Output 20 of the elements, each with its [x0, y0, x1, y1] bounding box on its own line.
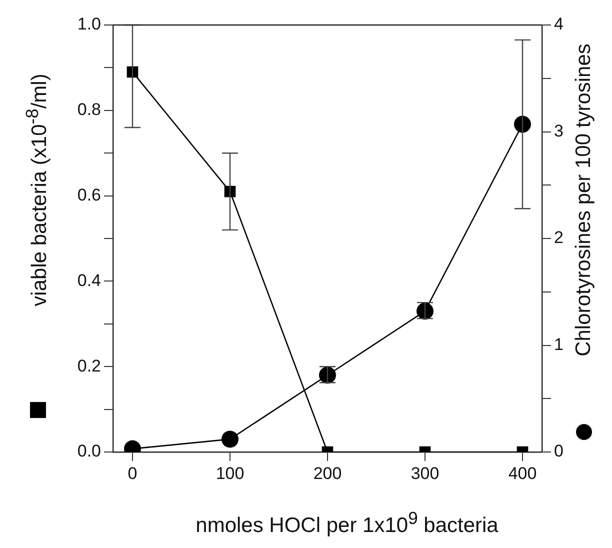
x-tick-label: 100: [216, 464, 244, 483]
point: [514, 116, 531, 133]
y2-tick-label: 0: [554, 442, 564, 461]
y-tick-label: 0.4: [77, 270, 101, 290]
x-tick-label: 400: [508, 464, 537, 483]
y-tick-label: 0.0: [77, 442, 101, 461]
x-tick-label: 300: [410, 464, 440, 483]
x-tick-label: 200: [313, 464, 342, 483]
y2-axis-title: Chlorotyrosines per 100 tyrosines: [572, 44, 596, 356]
x-tick-label: 0: [128, 464, 138, 483]
y-tick-label: 0.6: [77, 185, 101, 204]
y-tick-label: 1.0: [77, 14, 101, 34]
y2-tick-label: 1: [554, 334, 564, 354]
y2-tick-label: 2: [554, 228, 564, 248]
y-tick-label: 0.8: [77, 100, 101, 120]
x-axis-title: nmoles HOCl per 1x10$^{9}$ bacteria: [196, 508, 498, 538]
point: [222, 430, 238, 448]
y2-tick-label: 3: [554, 121, 564, 140]
y2-tick-label: 4: [554, 14, 564, 34]
y-tick-label: 0.2: [77, 356, 101, 376]
